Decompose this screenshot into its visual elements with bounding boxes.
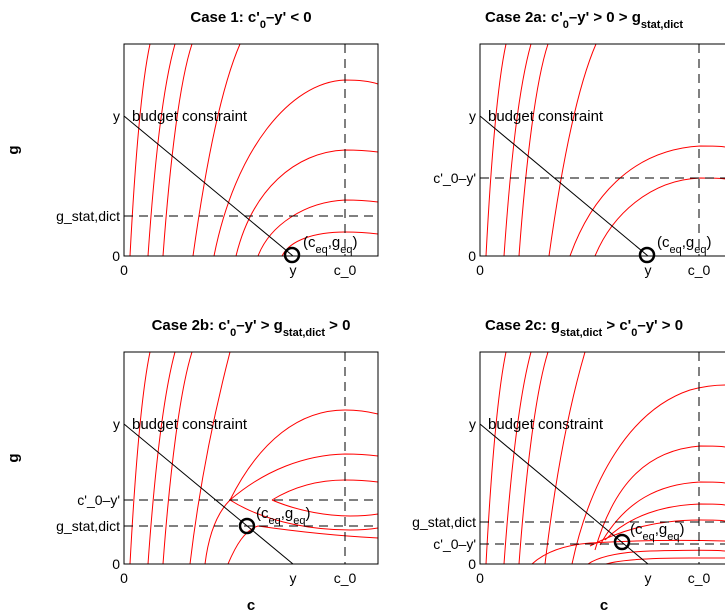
panel-case-2b: Case 2b: c'0–y' > gstat,dict > 0 budget [56,317,379,586]
equilibrium-label: (ceq,geq) [256,505,311,527]
indifference-curve [587,549,725,564]
equilibrium-marker [283,246,301,264]
x-tick-c0: c_0 [688,570,711,586]
y-tick-g-stat: g_stat,dict [56,518,120,534]
indifference-curve [604,503,725,541]
indifference-curve [589,519,725,547]
x-tick-0: 0 [120,570,128,586]
y-tick-y: y [469,416,476,432]
indifference-curve [503,352,532,564]
x-tick-y: y [290,570,297,586]
indifference-curve [544,352,586,564]
indifference-curve [485,44,507,256]
equilibrium-marker [238,517,256,535]
equilibrium-marker [613,533,631,551]
indifference-curve [485,352,507,564]
panel-2-indifference-curves [485,44,725,256]
indifference-curve [594,177,725,256]
x-tick-c0: c_0 [688,262,711,278]
equilibrium-marker [638,246,656,264]
indifference-curve [213,79,378,256]
x-tick-c0: c_0 [334,262,357,278]
budget-constraint-label: budget constraint [132,416,248,433]
y-tick-y: y [469,108,476,124]
y-tick-y: y [113,416,120,432]
panel-4-indifference-curves [485,352,725,564]
indifference-curve [147,44,176,256]
panel-2-title: Case 2a: c'0–y' > 0 > gstat,dict [485,9,683,31]
x-axis-label-left: c [247,597,255,614]
indifference-curve [518,44,549,256]
budget-constraint-label: budget constraint [488,416,604,433]
indifference-curve [605,557,725,564]
equilibrium-label: (ceq,geq) [630,521,685,543]
panel-2-axes-frame [479,43,725,257]
budget-constraint-label: budget constraint [488,108,604,125]
y-axis-label-bottom: g [5,453,22,462]
budget-constraint-line [124,423,294,564]
panel-case-1: Case 1: c'0–y' < 0 budget constraint (ce… [56,9,379,278]
x-tick-0: 0 [476,262,484,278]
x-tick-y: y [645,570,652,586]
budget-constraint-line [480,423,649,564]
panel-1-indifference-curves [129,44,378,256]
indifference-curve [503,44,532,256]
indifference-curve [599,481,725,546]
y-tick-c0-minus-y: c'_0–y' [433,536,476,552]
y-tick-g-stat: g_stat,dict [412,514,476,530]
equilibrium-label: (ceq,geq) [657,234,712,256]
indifference-curve [571,384,725,564]
budget-constraint-label: budget constraint [132,108,248,125]
x-tick-c0: c_0 [334,570,357,586]
panel-1-axes-frame [123,43,379,257]
x-tick-0: 0 [476,570,484,586]
indifference-curve [162,44,193,256]
indifference-curve [189,352,231,564]
budget-constraint-line [480,115,649,256]
y-tick-y: y [113,108,120,124]
indifference-curve [192,44,241,256]
indifference-curve [569,145,725,256]
y-tick-c0-minus-y: c'_0–y' [433,170,476,186]
indifference-curve [204,499,231,564]
y-tick-0: 0 [112,248,120,264]
y-tick-0: 0 [112,556,120,572]
x-tick-y: y [290,262,297,278]
x-tick-y: y [645,262,652,278]
panel-4-title: Case 2c: gstat,dict > c'0–y' > 0 [485,317,683,339]
indifference-curve [227,525,378,564]
indifference-curve [257,199,378,256]
y-tick-c0-minus-y: c'_0–y' [77,492,120,508]
panel-case-2c: Case 2c: gstat,dict > c'0–y' > 0 [412,317,725,586]
indifference-curve [271,479,378,501]
indifference-curve [162,352,193,564]
indifference-curve [594,445,725,551]
indifference-curve [235,149,378,256]
panel-4-axes-frame [479,351,725,565]
indifference-curve [229,499,378,531]
y-tick-0: 0 [468,248,476,264]
indifference-curve [129,352,151,564]
indifference-curve [531,539,725,564]
indifference-curve [518,352,549,564]
budget-constraint-line [124,115,294,256]
panel-3-indifference-curves [129,352,378,564]
panel-1-title: Case 1: c'0–y' < 0 [190,9,311,31]
panel-case-2a: Case 2a: c'0–y' > 0 > gstat,dict budget … [433,9,725,278]
x-tick-0: 0 [120,262,128,278]
indifference-curve [147,352,176,564]
indifference-curve [548,44,597,256]
y-tick-g-stat: g_stat,dict [56,208,120,224]
indifference-curve [271,499,378,517]
y-axis-label-top: g [5,145,22,154]
panel-3-title: Case 2b: c'0–y' > gstat,dict > 0 [152,317,351,339]
panel-3-axes-frame [123,351,379,565]
indifference-curve [129,44,151,256]
equilibrium-label: (ceq,geq) [303,234,358,256]
x-axis-label-right: c [600,597,608,614]
indifference-curve [229,453,378,501]
indifference-curve [229,409,378,501]
y-tick-0: 0 [468,556,476,572]
